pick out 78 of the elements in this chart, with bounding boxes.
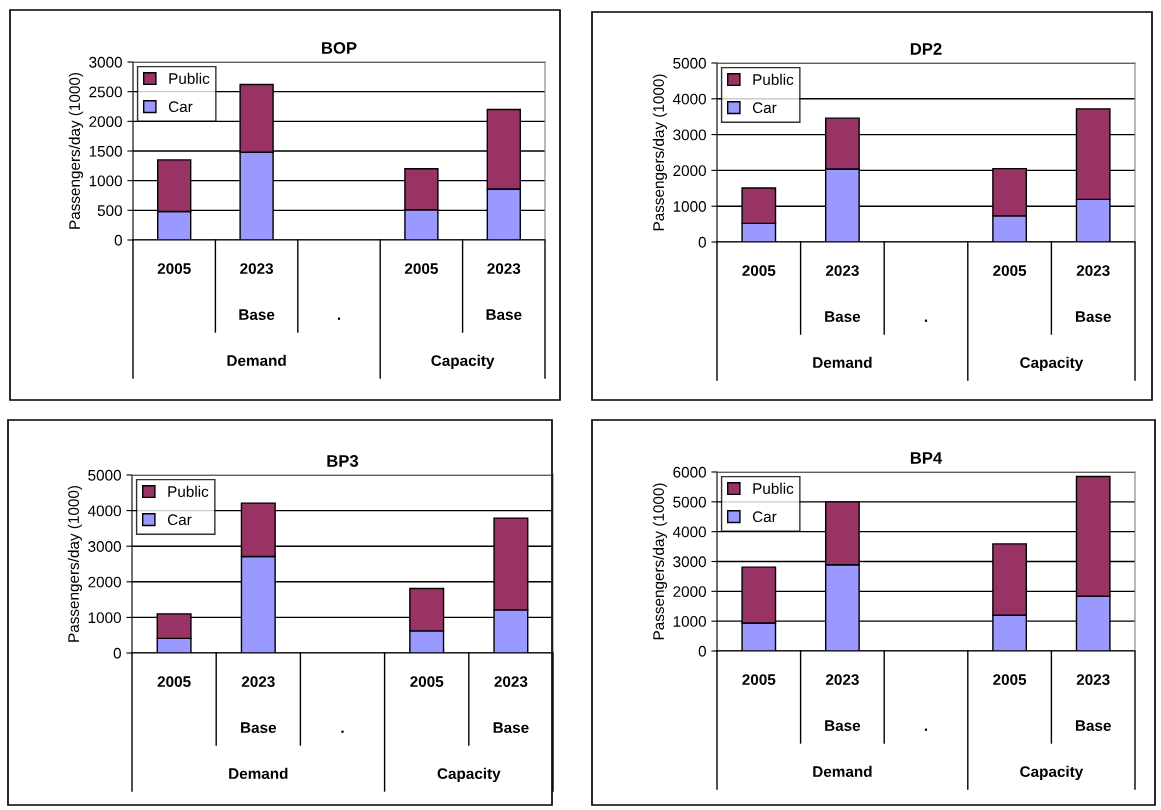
text: . [337,317,341,320]
text: Base [239,309,275,320]
y-tick-label: 2500 [89,86,122,98]
y-tick-label: 1500 [89,145,122,157]
chart-title: BP3 [327,455,359,467]
chart-title: DP2 [910,43,942,55]
text: Capacity [431,354,495,370]
x-tick-label: 2005 [404,263,438,274]
text: Base [486,309,522,320]
y-tick-label: 6000 [673,466,706,478]
x-tick-label: 2023 [1076,674,1110,686]
text: Base [493,722,529,733]
legend-label: Public [753,482,794,494]
text: . [924,319,928,322]
y-axis-title: Passengers/day (1000) [67,485,83,642]
x-tick-label: 2023 [487,263,521,275]
y-tick-label: 1000 [88,612,121,624]
x-tick-label: 2023 [241,676,275,688]
text: Demand [813,765,872,777]
y-tick-label: 1000 [673,201,706,212]
y-tick-label: 3000 [673,129,706,141]
y-axis-title: Passengers/day (1000) [652,74,668,231]
y-tick-label: 5000 [88,469,121,481]
y-tick-label: 2000 [89,116,122,128]
legend-label: Public [169,72,210,84]
y-tick-label: 0 [698,645,706,657]
x-tick-label: 2023 [494,676,528,688]
y-tick-label: 0 [114,234,122,246]
text: Base [825,720,861,731]
x-tick-label: 2005 [993,674,1027,685]
text: Capacity [1020,356,1084,372]
y-tick-label: 2000 [673,165,706,177]
x-tick-label: 2005 [410,676,444,687]
legend-label: Public [168,485,209,497]
y-tick-label: 3000 [673,556,706,568]
text: Demand [229,767,288,779]
chart-title: BP4 [910,452,943,464]
x-tick-label: 2023 [825,265,859,277]
text: Base [825,311,861,322]
y-axis-title: Passengers/day (1000) [68,72,84,229]
y-tick-label: 4000 [672,526,706,538]
legend-label: Car [167,514,192,526]
chart-title: BOP [322,42,357,54]
y-tick-label: 500 [97,205,122,217]
text: Base [1075,311,1111,322]
text: Base [241,722,277,733]
x-tick-label: 2023 [825,674,859,686]
x-tick-label: 2023 [240,263,274,275]
x-tick-label: 2005 [157,676,191,687]
y-tick-label: 2000 [673,586,706,598]
x-tick-label: 2005 [742,265,776,276]
y-tick-label: 5000 [673,496,706,508]
y-tick-label: 2000 [88,576,121,588]
legend-label: Car [752,102,777,114]
y-tick-label: 3000 [88,541,121,552]
text: Capacity [1020,765,1084,781]
legend-label: Car [168,101,193,113]
y-axis-title: Passengers/day (1000) [652,483,668,640]
text: . [341,730,344,733]
y-tick-label: 3000 [89,56,122,68]
text: Capacity [437,767,501,783]
y-tick-label: 5000 [673,57,706,69]
y-tick-label: 0 [698,236,706,248]
y-tick-label: 4000 [87,505,121,517]
text: . [924,728,928,731]
legend-label: Car [752,511,777,523]
y-tick-label: 0 [113,647,121,659]
x-tick-label: 2023 [1076,265,1110,277]
x-tick-label: 2005 [993,265,1027,276]
x-tick-label: 2005 [742,674,776,685]
y-tick-label: 4000 [672,93,706,105]
x-tick-label: 2005 [157,263,191,274]
y-tick-label: 1000 [673,616,706,627]
text: Base [1075,720,1111,731]
text: Demand [813,356,872,368]
y-tick-label: 1000 [89,175,122,187]
text: Demand [227,354,286,366]
legend-label: Public [753,73,794,85]
